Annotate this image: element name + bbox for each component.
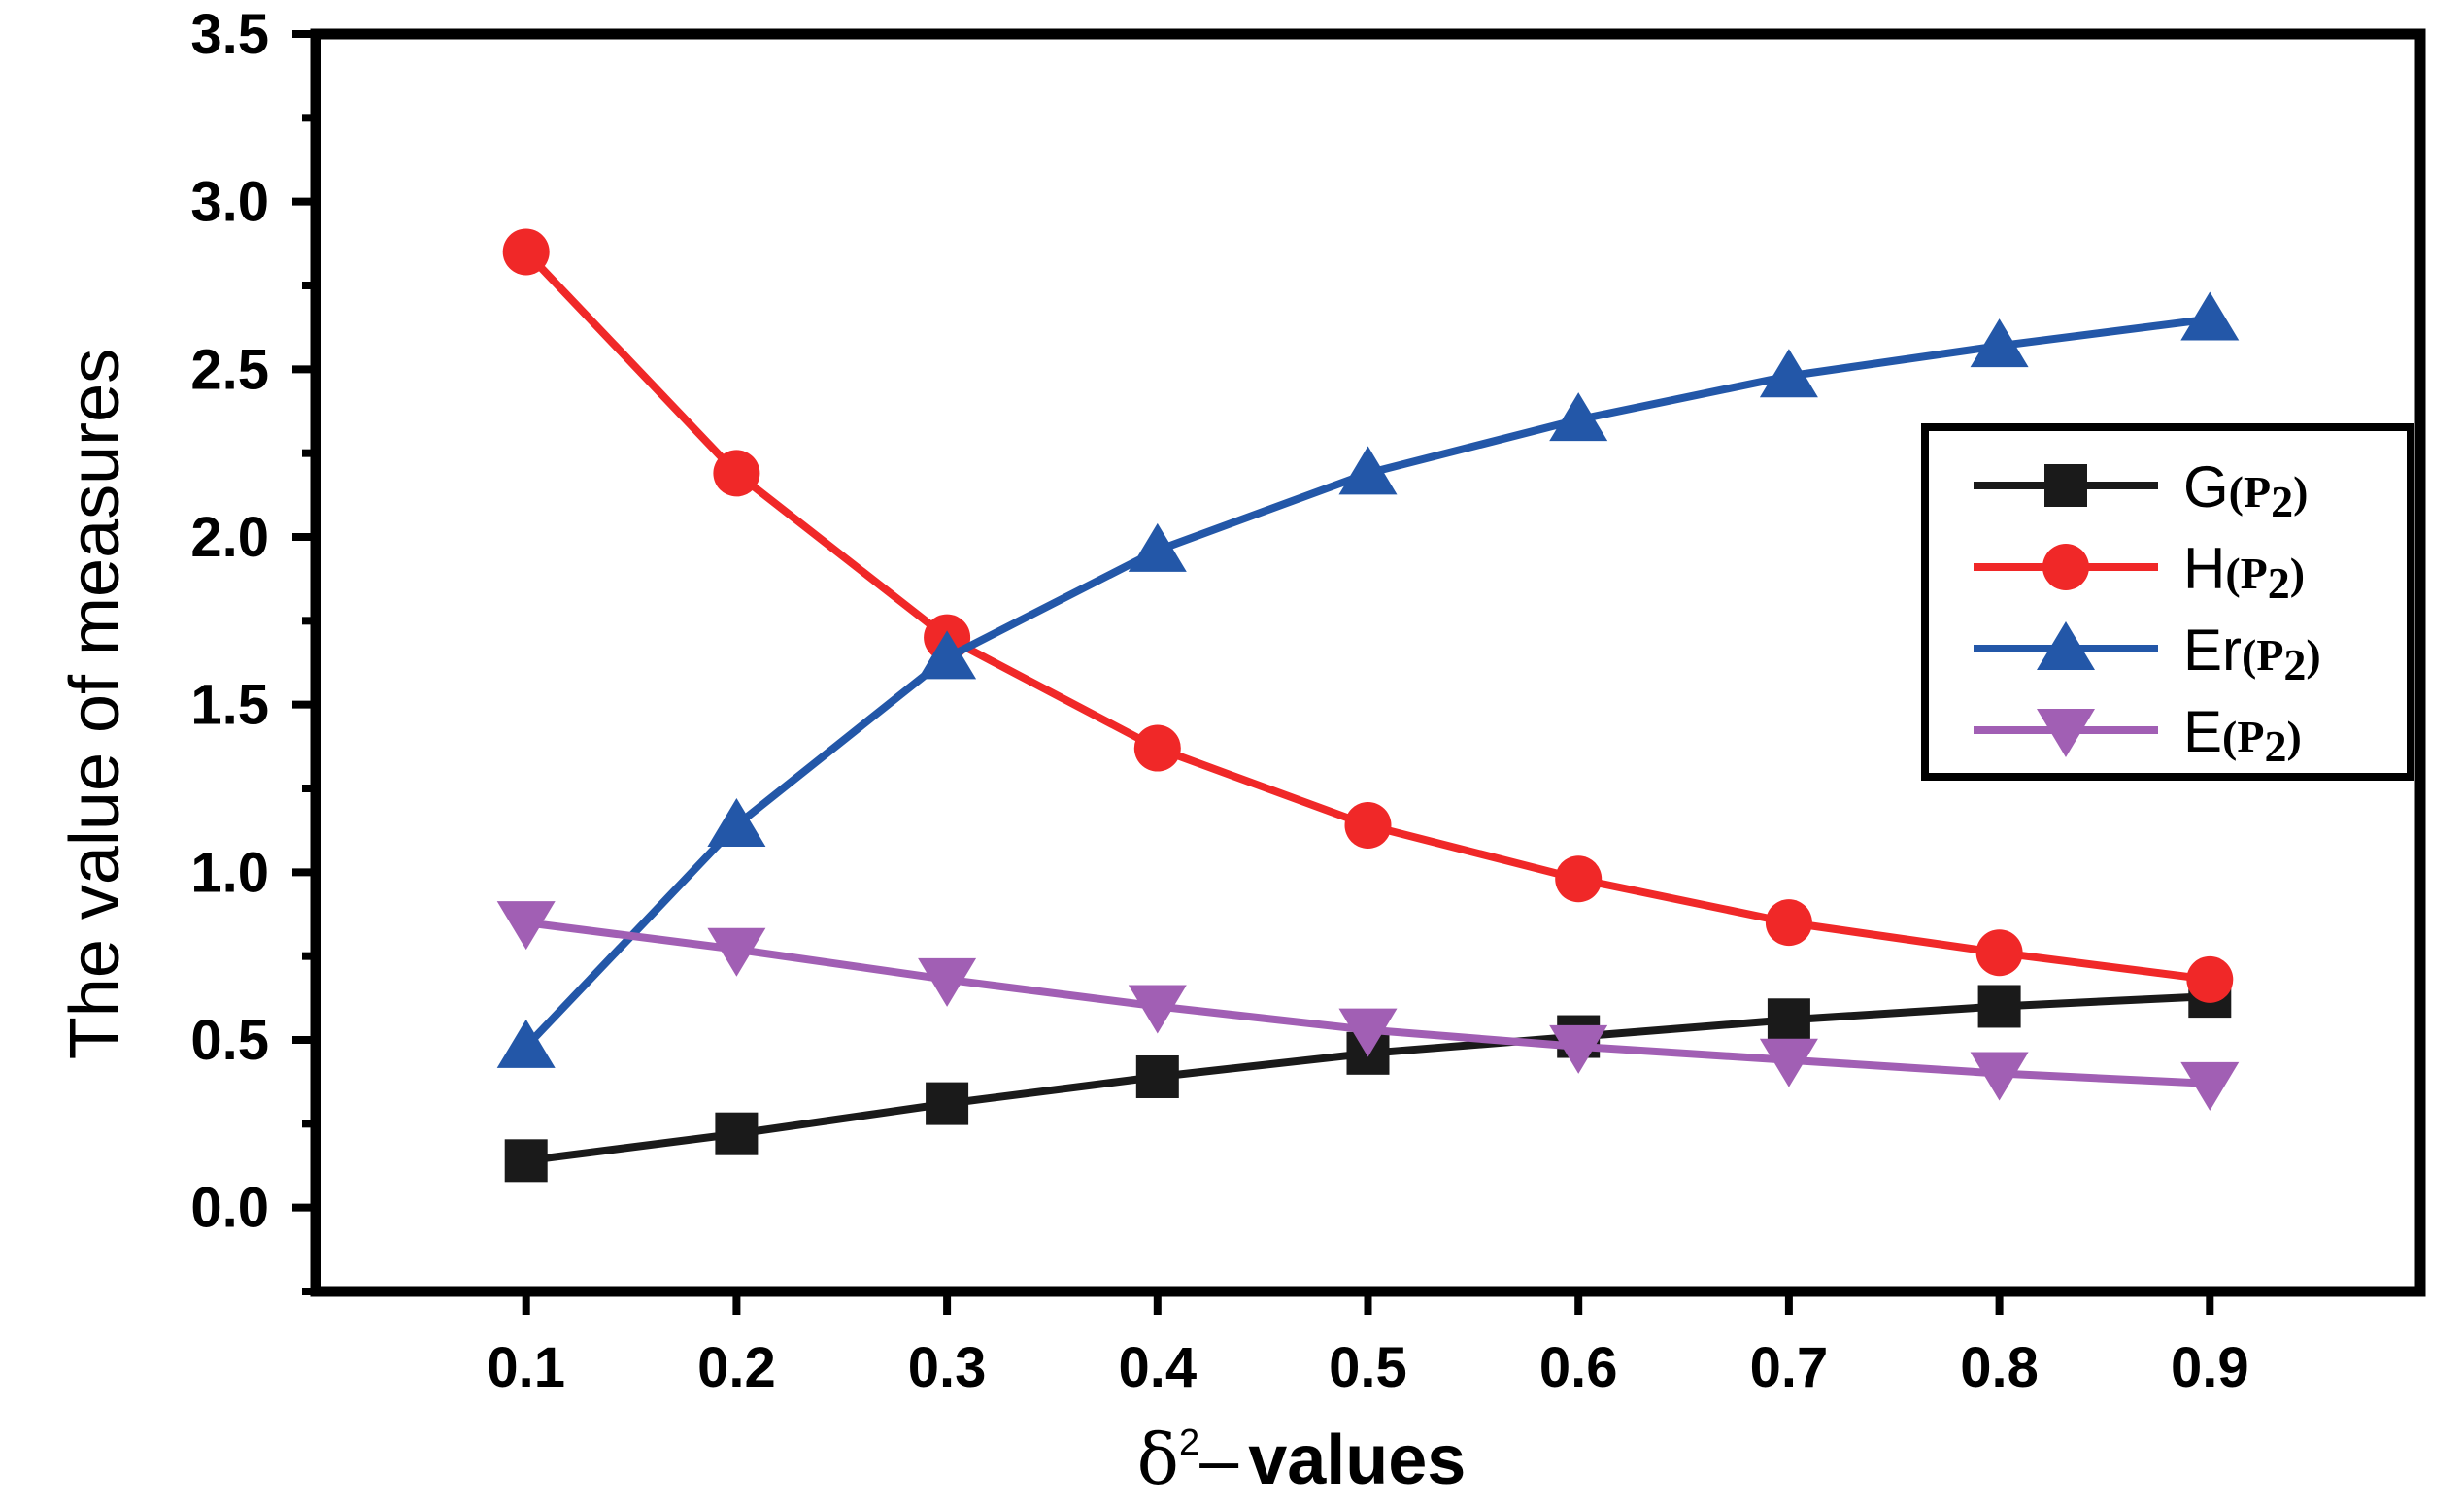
data-point-h	[1133, 724, 1181, 772]
data-point-g	[1135, 1054, 1179, 1098]
data-point-h	[1344, 801, 1392, 849]
y-tick-label: 2.5	[190, 338, 269, 401]
legend: G(P2) H(P2) Er(P2) E(P2)	[1921, 423, 2414, 781]
data-point-e	[1128, 985, 1187, 1034]
y-axis-label: The value of measures	[56, 349, 134, 1059]
data-point-er	[707, 797, 766, 847]
x-axis-label-symbol: δ	[1137, 1419, 1179, 1500]
data-point-e	[1549, 1024, 1608, 1074]
data-point-h	[1555, 855, 1603, 903]
data-point-h	[1975, 929, 2023, 977]
data-point-g	[715, 1112, 759, 1155]
data-point-e	[1759, 1038, 1818, 1087]
x-tick-label: 0.8	[1960, 1336, 2039, 1399]
data-point-g	[504, 1139, 548, 1183]
x-axis-label: δ2– values	[1137, 1419, 1467, 1500]
data-point-g	[1977, 985, 2021, 1028]
x-axis: 0.1 0.2 0.3 0.4 0.5 0.6 0.7 0.8 0.9	[487, 1291, 2249, 1399]
x-tick-label: 0.1	[487, 1336, 565, 1399]
legend-marker-g	[2044, 464, 2087, 507]
x-tick-label: 0.5	[1329, 1336, 1407, 1399]
data-point-er	[918, 630, 977, 680]
legend-box	[1921, 423, 2414, 781]
data-point-er	[496, 1019, 556, 1068]
x-tick-label: 0.4	[1118, 1336, 1197, 1399]
x-tick-label: 0.7	[1750, 1336, 1829, 1399]
data-point-er	[2180, 291, 2240, 341]
x-axis-label-dash: –	[1199, 1421, 1239, 1499]
legend-label: G(P2)	[2183, 454, 2308, 526]
x-tick-label: 0.9	[2171, 1336, 2249, 1399]
legend-label: Er(P2)	[2183, 618, 2321, 689]
data-point-h	[2186, 955, 2234, 1003]
y-tick-label: 3.5	[190, 3, 269, 66]
y-tick-label: 0.0	[190, 1177, 269, 1240]
x-tick-label: 0.2	[697, 1336, 776, 1399]
data-point-h	[713, 450, 760, 497]
data-point-e	[496, 901, 556, 951]
x-axis-label-superscript: 2	[1179, 1422, 1199, 1463]
x-axis-label-text: values	[1248, 1421, 1466, 1499]
x-tick-label: 0.3	[908, 1336, 987, 1399]
y-axis: 0.0 0.5 1.0 1.5 2.0 2.5 3.0 3.5	[190, 3, 316, 1295]
legend-label: E(P2)	[2183, 699, 2302, 771]
data-point-e	[2180, 1061, 2240, 1111]
y-tick-label: 2.0	[190, 506, 269, 569]
y-tick-label: 0.5	[190, 1009, 269, 1072]
series-er	[496, 291, 2240, 1068]
data-point-er	[1759, 349, 1818, 398]
data-series	[496, 228, 2240, 1183]
data-point-e	[1970, 1052, 2029, 1101]
data-point-h	[1765, 899, 1812, 947]
x-tick-label: 0.6	[1539, 1336, 1618, 1399]
legend-item-h: H(P2)	[1974, 536, 2305, 608]
series-g	[504, 975, 2232, 1183]
legend-marker-er	[2037, 621, 2095, 670]
data-point-er	[1970, 318, 2029, 368]
data-point-e	[918, 957, 977, 1007]
y-tick-label: 1.5	[190, 674, 269, 737]
legend-marker-h	[2042, 544, 2089, 590]
legend-item-er: Er(P2)	[1974, 618, 2321, 689]
data-point-er	[1338, 446, 1398, 495]
data-point-er	[1128, 522, 1187, 572]
data-point-er	[1549, 392, 1608, 442]
data-point-h	[502, 228, 550, 276]
legend-label: H(P2)	[2183, 536, 2305, 608]
data-point-g	[926, 1082, 969, 1125]
legend-item-g: G(P2)	[1974, 454, 2308, 526]
data-point-e	[707, 927, 766, 977]
y-tick-label: 1.0	[190, 841, 269, 904]
data-point-e	[1338, 1008, 1398, 1057]
y-tick-label: 3.0	[190, 171, 269, 234]
legend-item-e: E(P2)	[1974, 699, 2302, 771]
data-point-g	[1767, 998, 1810, 1042]
series-e	[496, 901, 2240, 1111]
legend-marker-e	[2037, 709, 2095, 757]
